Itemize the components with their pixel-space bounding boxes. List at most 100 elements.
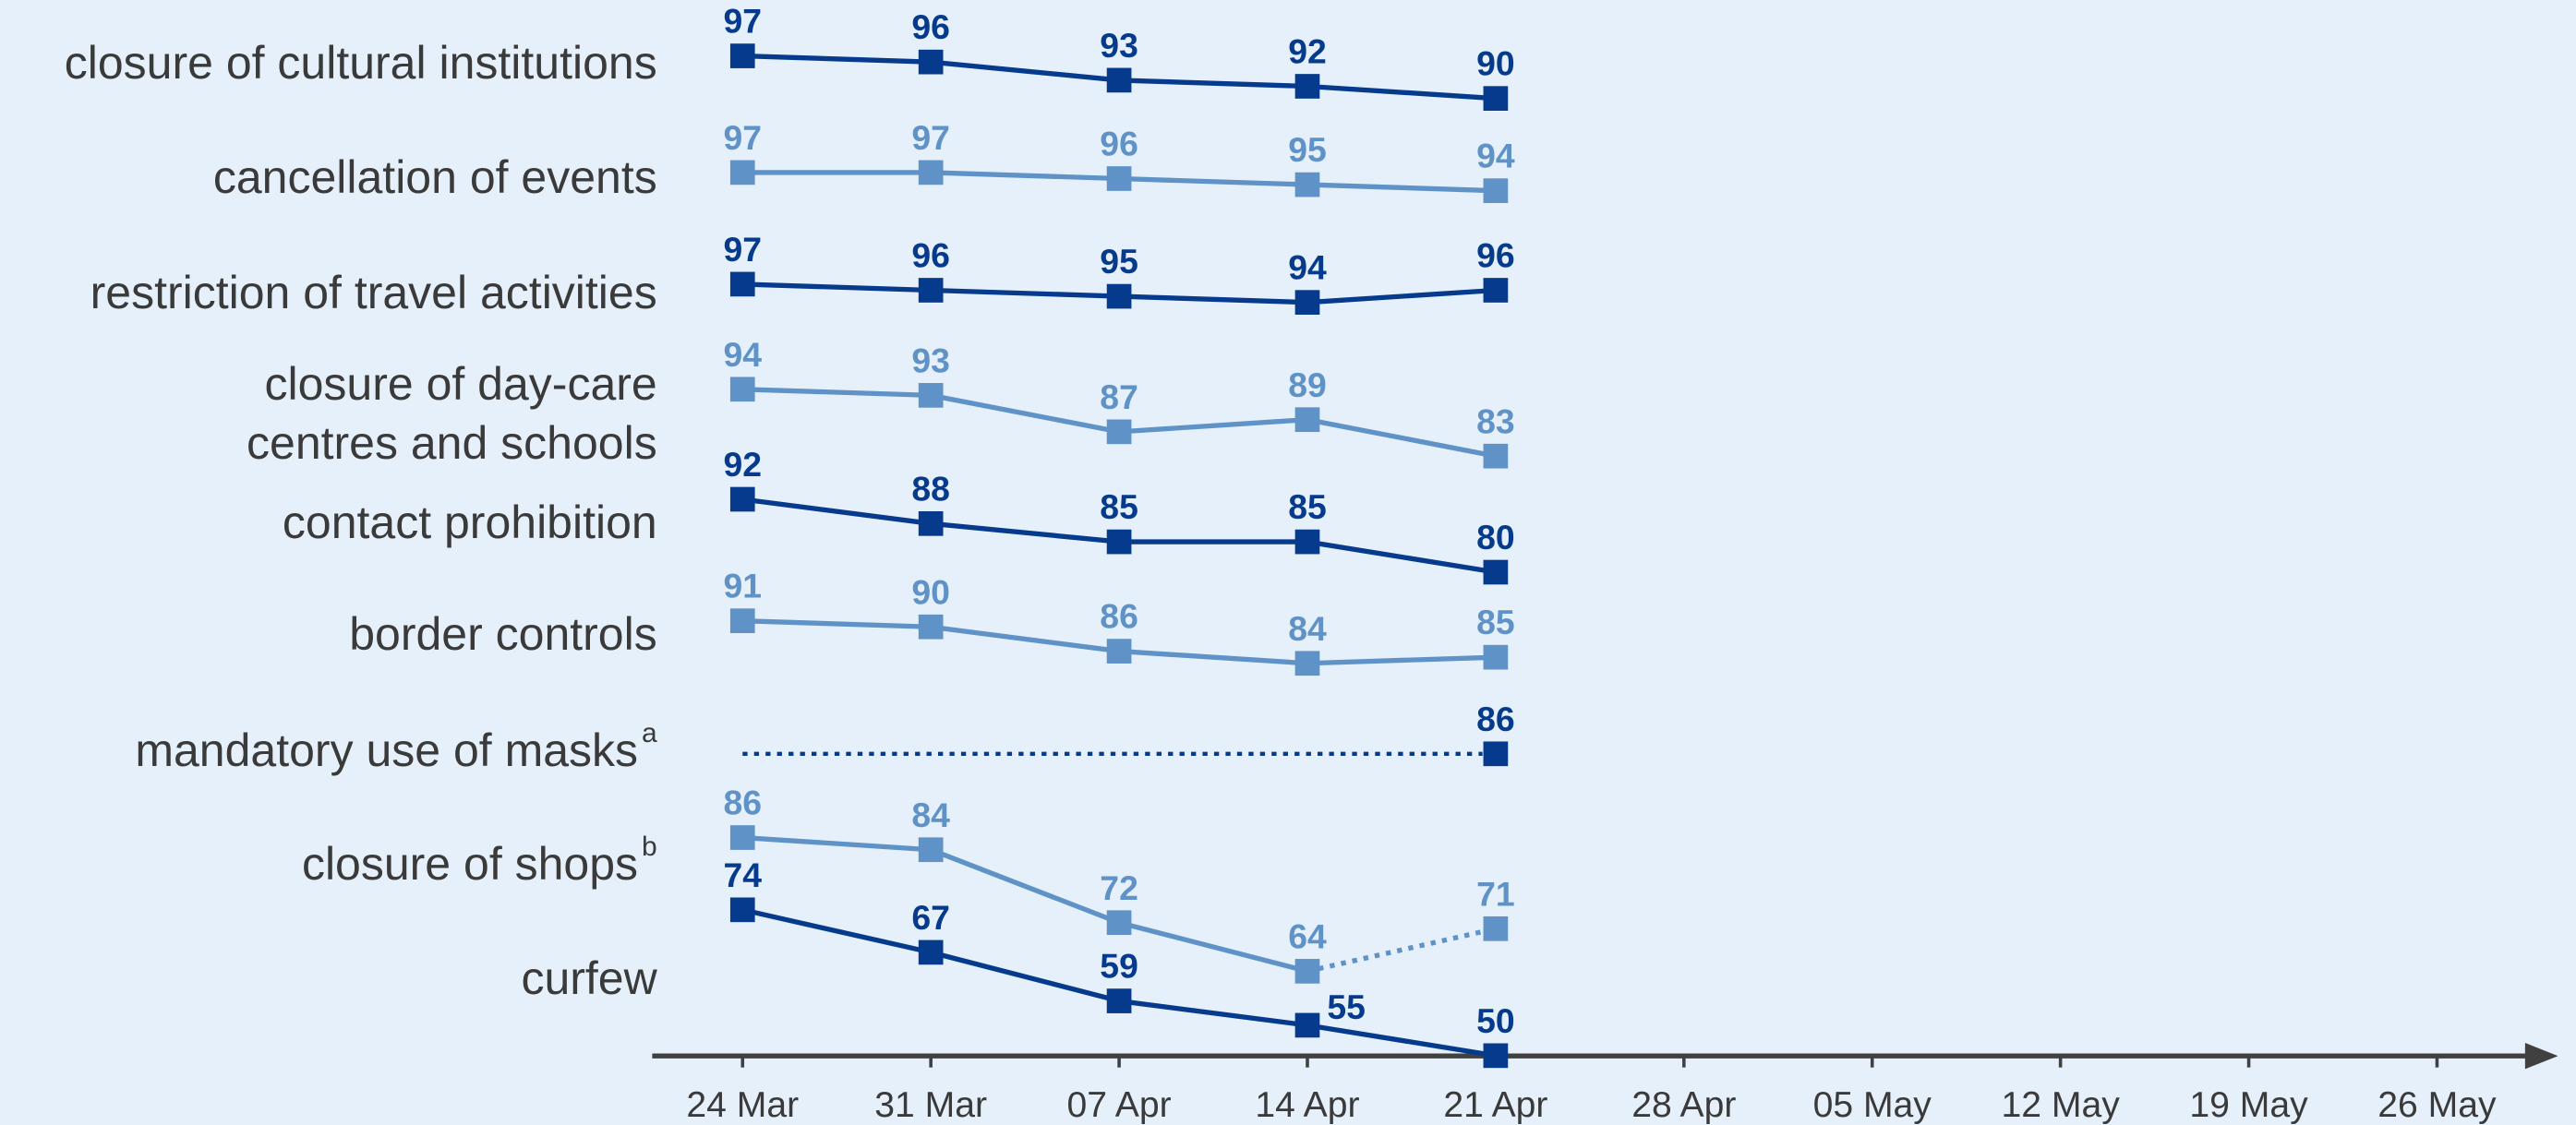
data-label: 83: [1476, 401, 1515, 440]
data-label: 96: [911, 7, 950, 46]
x-tick-label: 07 Apr: [1067, 1085, 1172, 1125]
marker: [1106, 639, 1132, 664]
marker: [1483, 443, 1509, 469]
marker: [1483, 741, 1509, 767]
series-name: contact prohibition: [282, 496, 657, 548]
data-label: 88: [911, 469, 950, 508]
series-name: cancellation of events: [212, 151, 657, 204]
marker: [729, 271, 755, 297]
series-name: restriction of travel activities: [90, 266, 657, 318]
x-tick-label: 19 May: [2189, 1085, 2308, 1125]
data-label: 67: [911, 898, 950, 937]
data-label: 85: [1476, 603, 1515, 641]
marker: [1106, 910, 1132, 936]
marker: [1483, 278, 1509, 303]
marker: [1106, 283, 1132, 309]
data-label: 97: [911, 118, 950, 157]
marker: [1483, 178, 1509, 204]
data-label: 71: [1476, 874, 1515, 913]
marker: [729, 486, 755, 512]
data-label: 95: [1100, 242, 1138, 281]
data-label: 86: [1476, 700, 1515, 738]
marker: [918, 510, 944, 536]
series-label: border controls: [17, 604, 657, 664]
marker: [1294, 529, 1320, 555]
marker: [918, 278, 944, 303]
data-label: 91: [723, 567, 762, 605]
marker: [1483, 1043, 1509, 1069]
series-label: closure of day-care centres and schools: [164, 354, 657, 473]
marker: [1106, 529, 1132, 555]
x-tick-label: 12 May: [2001, 1085, 2120, 1125]
series-name: curfew: [521, 952, 657, 1005]
marker: [918, 160, 944, 186]
data-label: 50: [1476, 1001, 1515, 1040]
x-tick-label: 28 Apr: [1631, 1085, 1736, 1125]
x-tick-label: 26 May: [2377, 1085, 2497, 1125]
marker: [1106, 166, 1132, 191]
data-label: 93: [911, 341, 950, 379]
marker: [1294, 407, 1320, 433]
series-label: closure of cultural institutions: [17, 33, 657, 92]
data-label: 96: [1100, 125, 1138, 163]
data-label: 84: [1288, 609, 1327, 648]
marker: [918, 49, 944, 75]
data-label: 85: [1288, 487, 1327, 526]
marker: [1106, 67, 1132, 93]
data-label: 55: [1327, 987, 1366, 1026]
marker: [729, 825, 755, 850]
marker: [1294, 74, 1320, 99]
marker: [1294, 172, 1320, 197]
marker: [729, 377, 755, 402]
data-label: 89: [1288, 365, 1327, 404]
data-label: 97: [723, 118, 762, 157]
data-label: 92: [723, 445, 762, 484]
marker: [1294, 959, 1320, 984]
series-label: contact prohibition: [17, 493, 657, 552]
marker: [729, 608, 755, 634]
series-name: closure of shops: [301, 837, 639, 890]
marker: [1483, 644, 1509, 670]
footnote-mark: a: [642, 718, 657, 749]
data-label: 85: [1100, 487, 1138, 526]
data-label: 84: [911, 796, 950, 834]
marker: [918, 383, 944, 408]
data-label: 95: [1288, 130, 1327, 169]
series-line-dotted: [1306, 926, 1497, 974]
x-tick-label: 31 Mar: [874, 1085, 987, 1125]
marker: [1294, 290, 1320, 315]
data-label: 97: [723, 2, 762, 41]
x-tick-label: 21 Apr: [1443, 1085, 1547, 1125]
data-label: 86: [723, 784, 762, 822]
marker: [1483, 559, 1509, 585]
data-label: 93: [1100, 26, 1138, 65]
series-name: mandatory use of masks: [135, 724, 639, 777]
data-label: 80: [1476, 518, 1515, 557]
x-tick-label: 05 May: [1813, 1085, 1932, 1125]
series-label: mandatory use of masks a: [17, 718, 657, 780]
data-label: 90: [911, 572, 950, 611]
x-axis-arrow: [2524, 1042, 2558, 1070]
series-name: closure of day-care centres and schools: [247, 358, 657, 470]
data-label: 96: [911, 236, 950, 275]
marker: [729, 43, 755, 68]
marker: [729, 897, 755, 923]
data-label: 87: [1100, 377, 1138, 416]
data-label: 74: [723, 856, 762, 894]
marker: [918, 939, 944, 965]
x-tick-label: 24 Mar: [686, 1085, 799, 1125]
marker: [1483, 86, 1509, 112]
data-label: 94: [1476, 137, 1515, 175]
series-label: cancellation of events: [17, 148, 657, 207]
marker: [918, 614, 944, 640]
marker: [729, 160, 755, 186]
series-name: border controls: [349, 607, 657, 660]
data-label: 94: [723, 335, 762, 374]
marker: [1106, 419, 1132, 445]
data-label: 86: [1100, 597, 1138, 636]
series-label: restriction of travel activities: [17, 263, 657, 322]
marker: [918, 837, 944, 863]
data-label: 92: [1288, 32, 1327, 71]
